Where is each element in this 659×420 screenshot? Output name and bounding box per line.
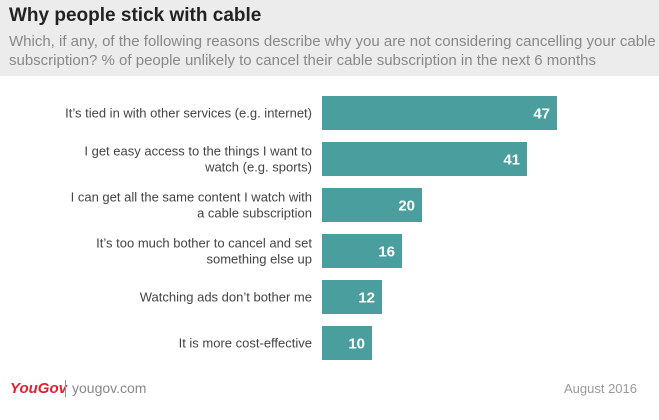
value-label-1: 41 [503,152,520,169]
yougov-logo: YouGov [10,380,67,397]
value-label-5: 10 [348,336,365,353]
value-label-4: 12 [358,290,375,307]
chart-title: Why people stick with cable [9,5,262,26]
bar-3 [322,234,402,268]
bar-5 [322,326,372,360]
category-label-5-0: It is more cost-effective [179,336,312,351]
publish-date: August 2016 [563,381,637,396]
value-label-0: 47 [533,106,550,123]
category-label-0-0: It’s tied in with other services (e.g. i… [65,106,312,121]
bar-1 [322,142,527,176]
category-label-2-1: a cable subscription [197,206,312,221]
category-label-3-0: It’s too much bother to cancel and set [96,236,312,251]
category-label-2-0: I can get all the same content I watch w… [71,190,312,205]
category-label-3-1: something else up [206,252,312,267]
value-label-3: 16 [378,244,395,261]
bar-4 [322,280,382,314]
site-url: yougov.com [72,380,147,396]
value-label-2: 20 [398,198,415,215]
chart-header: Why people stick with cable Which, if an… [0,0,659,76]
category-label-1-0: I get easy access to the things I want t… [84,144,312,159]
category-label-1-1: watch (e.g. sports) [204,160,312,175]
bar-chart: It’s tied in with other services (e.g. i… [65,96,557,360]
chart-footer: YouGov yougov.com August 2016 [0,372,659,420]
category-label-4-0: Watching ads don’t bother me [140,290,312,305]
footer-separator [65,380,66,397]
bar-2 [322,188,422,222]
bar-0 [322,96,557,130]
chart-subtitle: Which, if any, of the following reasons … [9,33,656,69]
